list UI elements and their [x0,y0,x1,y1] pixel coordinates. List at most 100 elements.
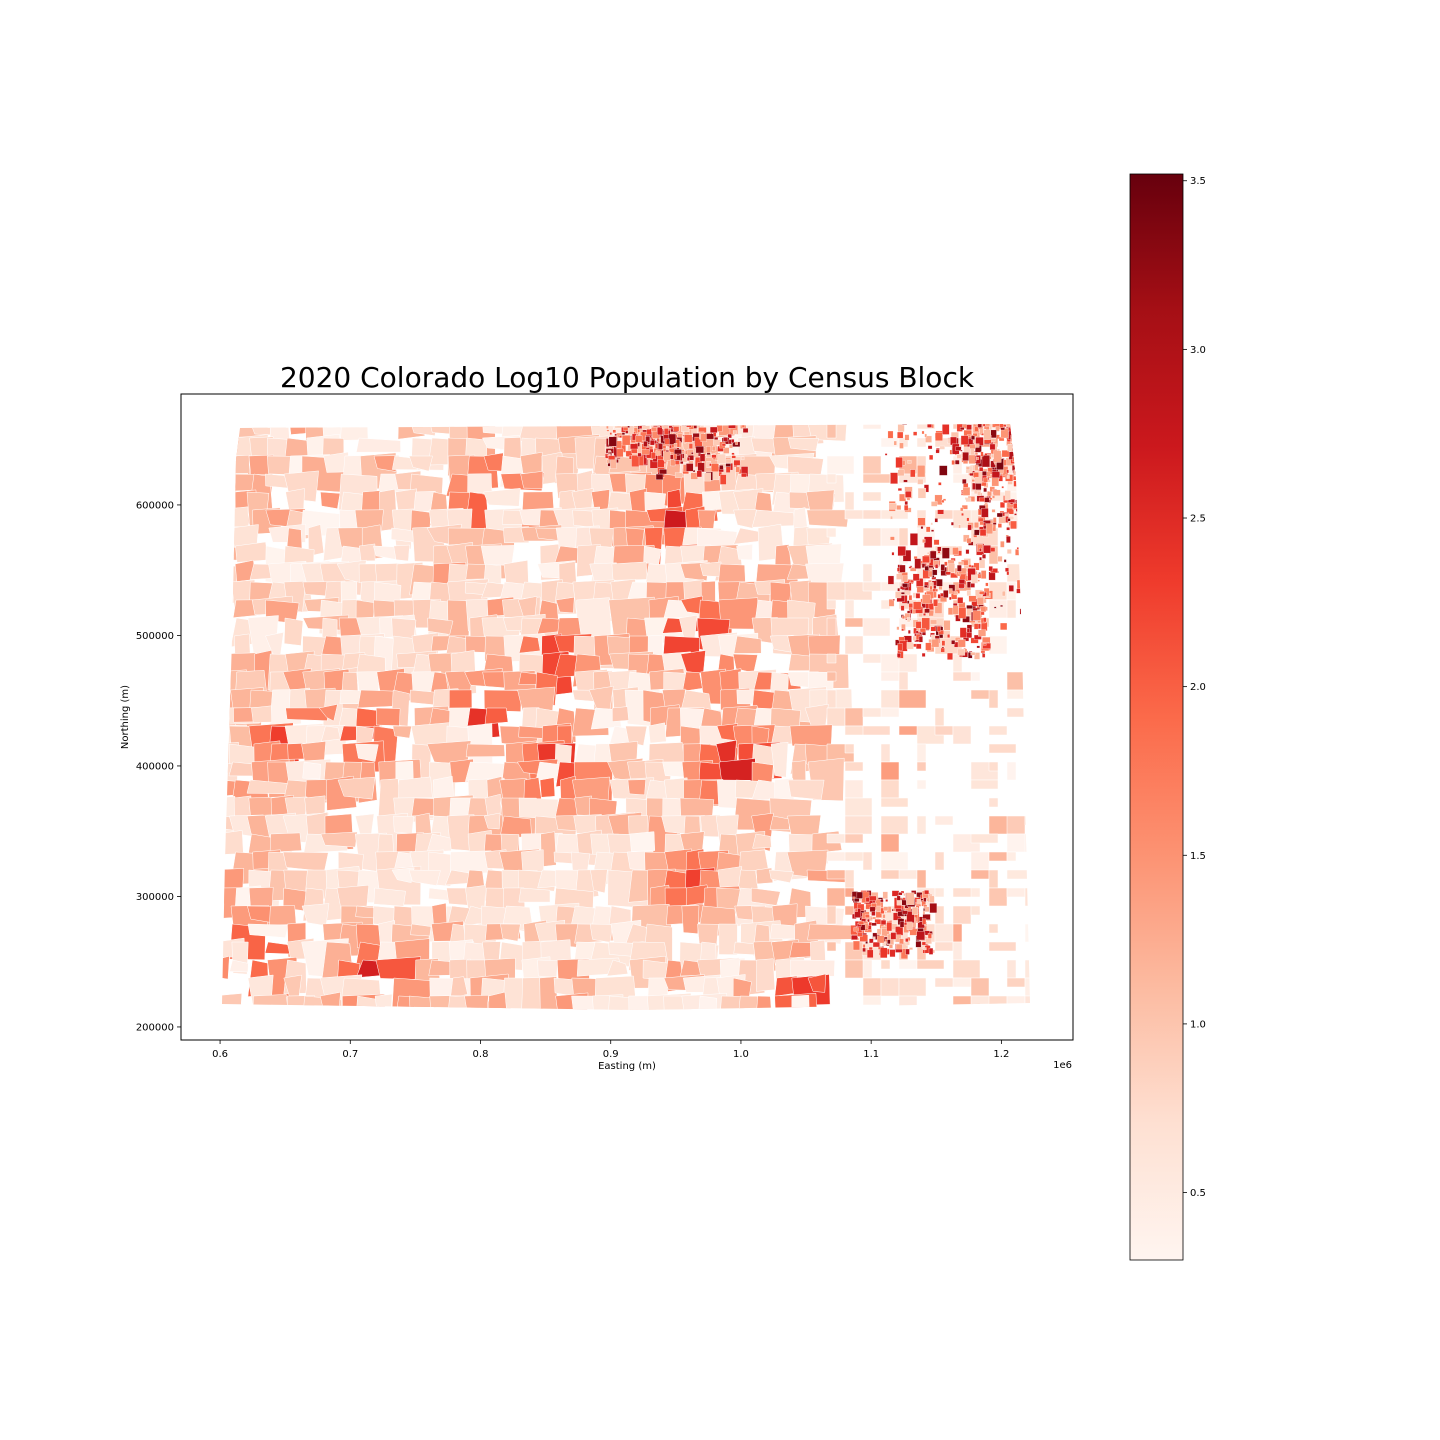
census-block [983,487,987,493]
census-block [737,285,745,294]
census-block [862,959,873,979]
census-block [924,433,927,438]
census-block [685,415,687,417]
census-block [681,424,690,432]
census-block [661,396,669,403]
census-block [500,923,521,942]
census-block [966,628,970,633]
census-block [979,380,981,383]
census-block [1013,427,1019,435]
census-block [709,217,713,220]
census-block [608,455,616,460]
census-block [869,938,874,944]
census-block [994,406,998,408]
census-block [957,353,965,359]
census-block [899,921,905,928]
census-block [679,285,685,291]
census-block [959,427,965,431]
census-block [903,893,906,897]
census-block [641,424,651,430]
census-block [1015,424,1023,426]
census-block [755,259,763,266]
census-block [282,851,329,872]
census-block [717,284,720,287]
census-block [882,914,886,919]
census-block [996,512,1003,518]
census-block [1024,424,1028,428]
census-block [1012,361,1017,368]
census-block [709,426,718,433]
census-block [373,887,406,907]
census-block [1002,398,1009,408]
census-block [684,238,689,242]
census-block [222,955,230,980]
census-block [962,353,968,359]
census-block [905,491,912,498]
census-block [961,424,968,425]
census-block [742,262,745,264]
census-block [752,833,772,849]
census-block [898,653,918,673]
colorbar-bar [1129,173,1184,1261]
census-block [844,707,864,727]
census-block [607,412,611,416]
census-block [1039,446,1044,451]
census-block [616,412,620,418]
census-block [636,418,638,419]
census-block [931,634,936,640]
census-block [717,218,722,224]
census-block [754,995,774,1010]
census-block [664,438,670,445]
census-block [655,263,662,268]
census-block [906,892,915,905]
census-block [214,1014,250,1029]
census-block [1020,516,1029,524]
census-block [664,259,671,264]
census-block [988,887,1008,907]
census-block [658,284,664,288]
census-block [590,1014,633,1033]
census-block [979,529,987,537]
census-block [997,421,1001,423]
census-block [934,851,945,871]
census-block [993,489,1001,496]
census-block [674,406,681,412]
census-block [688,261,695,269]
census-block [1010,435,1016,442]
census-block [756,250,760,254]
census-block [844,815,873,835]
census-block [913,408,920,414]
census-block [768,869,795,883]
census-block [692,254,695,256]
census-block [947,652,953,660]
census-block [1018,512,1023,519]
census-block [681,221,685,226]
census-block [1017,443,1026,450]
census-block [904,434,910,441]
census-block [960,403,965,407]
census-block [642,278,650,286]
census-block [1018,467,1024,473]
census-block [751,248,756,251]
census-block [976,645,980,649]
census-block [1024,707,1030,718]
census-block [659,224,663,230]
census-block [682,246,685,248]
census-block [1026,528,1030,537]
census-block [1019,457,1022,460]
census-block [650,243,655,246]
census-block [953,1014,980,1023]
census-block [609,401,612,403]
census-block [776,1011,792,1033]
census-block [965,549,970,555]
census-block [990,429,997,439]
census-block [988,571,996,581]
x-tick-label: 0.6 [212,1049,228,1060]
census-block [717,414,723,419]
census-block [694,249,699,255]
census-block [1018,452,1025,461]
census-block [971,394,978,404]
census-block [962,408,967,413]
census-block [610,409,613,412]
census-block [643,243,647,250]
